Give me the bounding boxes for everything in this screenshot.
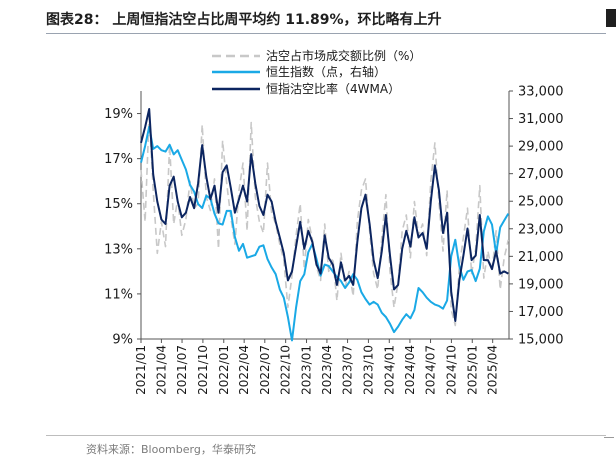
footer-divider xyxy=(46,435,606,436)
x-axis-tick-label: 2024/07 xyxy=(424,345,438,395)
legend-label-short-ratio: 沽空占市场成交额比例（%） xyxy=(266,48,421,63)
x-axis-tick-label: 2024/01 xyxy=(382,345,396,395)
x-axis-tick-label: 2023/07 xyxy=(341,345,355,395)
right-axis-tick-label: 31,000 xyxy=(518,112,564,127)
source-note: 资料来源：Bloomberg，华泰研究 xyxy=(86,443,256,456)
left-axis-tick-label: 15% xyxy=(104,197,133,212)
left-axis-tick-label: 13% xyxy=(104,242,133,257)
x-axis-tick-label: 2021/04 xyxy=(154,345,168,395)
right-axis-tick-label: 25,000 xyxy=(518,195,564,210)
left-axis-tick-label: 17% xyxy=(104,152,133,167)
x-axis-tick-label: 2023/01 xyxy=(300,345,314,395)
legend: 沽空占市场成交额比例（%） 恒生指数（点，右轴） 恒指沽空比率（4WMA） xyxy=(212,48,421,96)
right-axis-tick-label: 27,000 xyxy=(518,167,564,182)
title-divider xyxy=(46,33,606,34)
left-axis-tick-label: 11% xyxy=(104,287,133,302)
right-axis-tick-label: 15,000 xyxy=(518,333,564,348)
right-axis-tick-label: 19,000 xyxy=(518,277,564,292)
legend-label-hsi: 恒生指数（点，右轴） xyxy=(266,64,386,79)
footer-edge-mark xyxy=(604,437,614,438)
axes: 9% 11% 13% 15% 17% 19% 15,000 17,000 19,000 21,00… xyxy=(104,85,563,395)
x-axis-tick-label: 2023/10 xyxy=(361,345,375,395)
x-axis-tick-label: 2022/01 xyxy=(217,345,231,395)
x-axis-tick-label: 2022/07 xyxy=(258,345,272,395)
x-axis-tick-label: 2022/10 xyxy=(279,345,293,395)
figure-title: 图表28： 上周恒指沽空占比周平均约 11.89%，环比略有上升 xyxy=(46,12,442,28)
right-axis-tick-label: 17,000 xyxy=(518,305,564,320)
short-ratio-4wma-line xyxy=(140,108,509,322)
x-axis-tick-label: 2025/04 xyxy=(486,345,500,395)
legend-label-4wma: 恒指沽空比率（4WMA） xyxy=(266,81,400,96)
x-axis-tick-label: 2021/07 xyxy=(175,345,189,395)
plot-area xyxy=(140,108,510,342)
left-axis-tick-label: 19% xyxy=(104,107,133,122)
right-axis-tick-label: 33,000 xyxy=(518,85,564,100)
x-axis-tick-label: 2022/04 xyxy=(237,345,251,395)
x-axis-tick-label: 2025/01 xyxy=(465,345,479,395)
x-axis-tick-label: 2021/10 xyxy=(196,345,210,395)
right-axis-tick-label: 29,000 xyxy=(518,140,564,155)
right-axis-tick-label: 21,000 xyxy=(518,250,564,265)
adjacent-panel-edge xyxy=(606,9,616,27)
right-axis-tick-label: 23,000 xyxy=(518,222,564,237)
x-axis-tick-label: 2024/04 xyxy=(403,345,417,395)
left-axis-tick-label: 9% xyxy=(112,333,133,348)
short-ratio-line xyxy=(140,112,510,327)
x-axis-tick-label: 2023/04 xyxy=(320,345,334,395)
x-axis-tick-label: 2024/10 xyxy=(444,345,458,395)
x-axis-tick-label: 2021/01 xyxy=(134,345,148,395)
hsi-line xyxy=(140,125,510,342)
